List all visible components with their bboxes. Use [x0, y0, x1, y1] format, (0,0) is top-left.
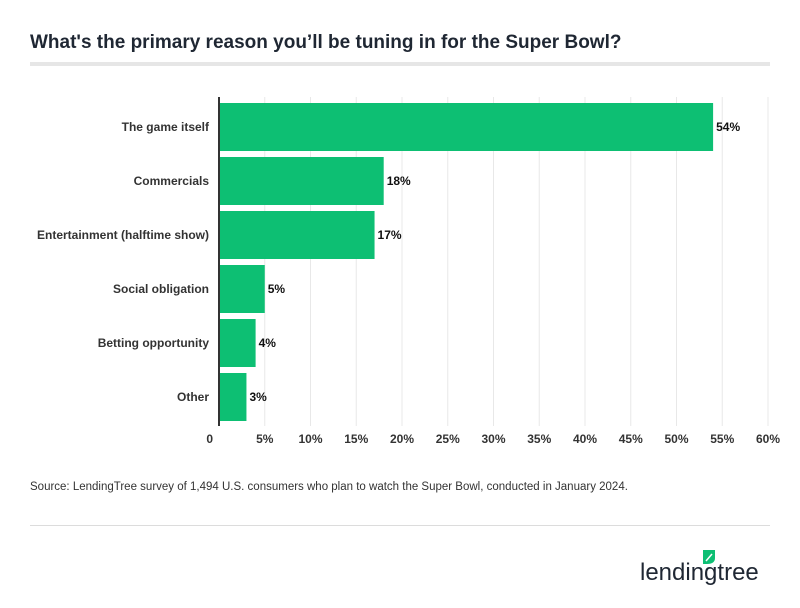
x-tick-label: 0 [206, 432, 213, 446]
category-label: Other [177, 390, 209, 404]
bar [219, 157, 384, 205]
logo-text: lendingtree [640, 559, 759, 586]
bar [219, 265, 265, 313]
bar [219, 319, 256, 367]
bar-chart: 0 5% 10% 15% 20% 25% 30% 35% 40% 45% 50% 55% 60% 54% T… [37, 97, 780, 446]
source-note: Source: LendingTree survey of 1,494 U.S.… [30, 481, 628, 493]
x-tick-label: 45% [619, 432, 643, 446]
footer-divider [30, 525, 770, 526]
page-title: What's the primary reason you’ll be tuni… [30, 32, 622, 53]
category-label: Commercials [134, 174, 210, 188]
x-tick-label: 15% [344, 432, 368, 446]
x-tick-label: 60% [756, 432, 780, 446]
data-label: 4% [259, 336, 277, 350]
category-label: Entertainment (halftime show) [37, 228, 209, 242]
lendingtree-logo: lendingtree [640, 550, 759, 586]
data-label: 5% [268, 282, 286, 296]
data-label: 17% [378, 228, 402, 242]
bar [219, 211, 375, 259]
bar [219, 103, 714, 151]
data-label: 3% [249, 390, 267, 404]
data-label: 54% [716, 120, 740, 134]
x-tick-label: 55% [710, 432, 734, 446]
category-label: Social obligation [113, 282, 209, 296]
category-label: The game itself [122, 120, 210, 134]
title-divider [30, 62, 770, 66]
x-tick-label: 5% [256, 432, 274, 446]
category-label: Betting opportunity [98, 336, 210, 350]
x-tick-label: 20% [390, 432, 414, 446]
x-tick-label: 35% [527, 432, 551, 446]
x-tick-label: 10% [298, 432, 322, 446]
x-tick-label: 50% [664, 432, 688, 446]
x-tick-label: 30% [481, 432, 505, 446]
data-label: 18% [387, 174, 411, 188]
bar [219, 373, 247, 421]
x-tick-label: 25% [436, 432, 460, 446]
x-tick-label: 40% [573, 432, 597, 446]
